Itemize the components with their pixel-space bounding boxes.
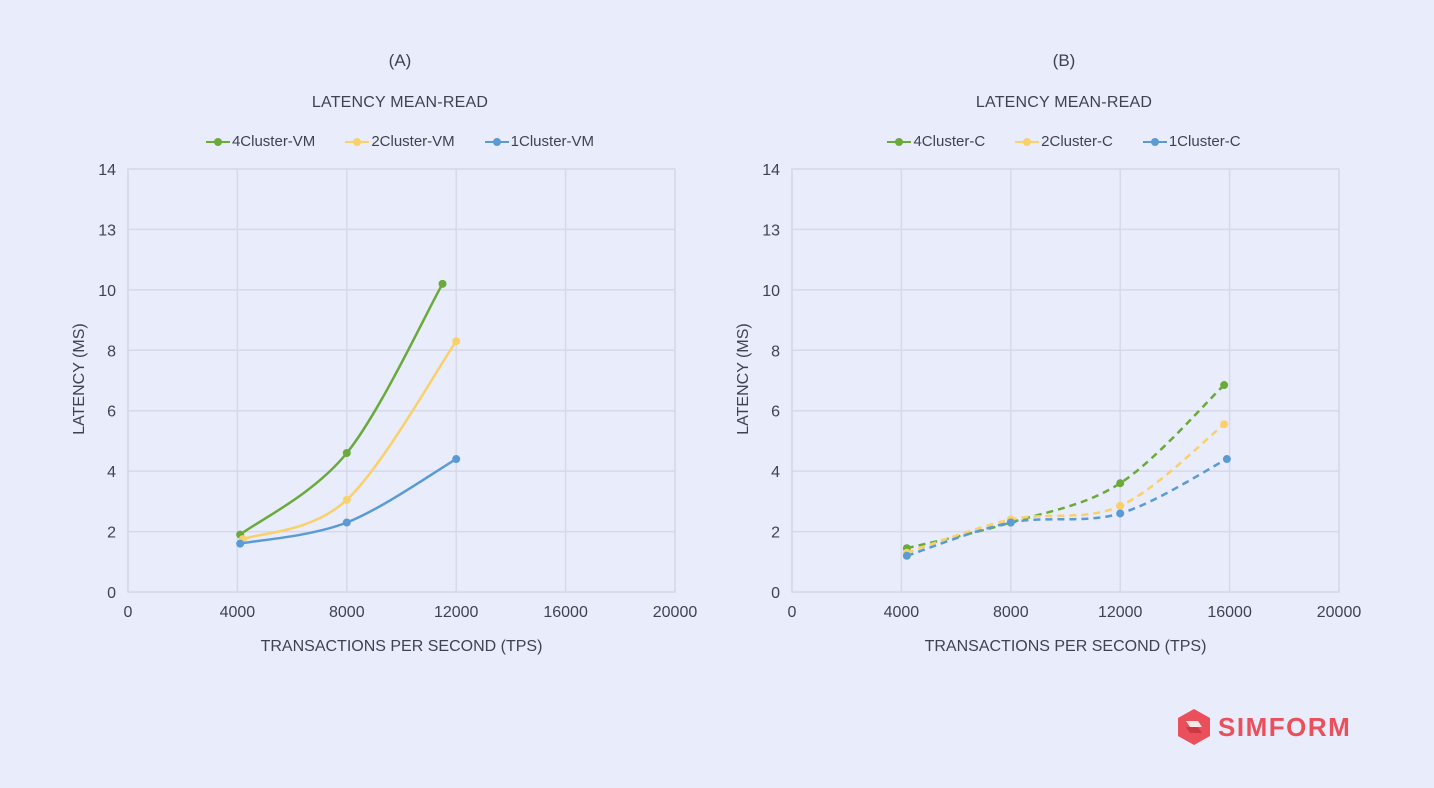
series-line [906,423,1225,554]
x-tick-label: 20000 [653,604,698,621]
data-point [236,539,245,548]
data-point [1116,501,1125,510]
data-point [1116,509,1125,518]
x-tick-label: 0 [788,604,797,621]
panel-label: (A) [388,51,412,70]
legend-swatch [205,136,230,148]
x-tick-label: 12000 [1098,604,1143,621]
legend-swatch [1015,136,1040,148]
data-point [342,495,351,504]
chart-title: LATENCY MEAN-READ [311,94,489,111]
x-tick-label: 4000 [220,604,256,621]
data-point [452,337,461,346]
y-tick-label: 0 [107,585,116,602]
chart-panel-b: (B) LATENCY MEAN-READ 4Cluster-C 2Cluster-C… [664,0,1364,700]
y-tick-label: 13 [98,222,116,239]
x-tick-label: 4000 [884,604,920,621]
data-point [902,551,911,560]
x-tick-label: 12000 [434,604,479,621]
data-point [452,455,461,464]
legend-label: 2Cluster-C [1041,133,1113,150]
legend-label: 1Cluster-VM [510,133,595,150]
y-tick-label: 6 [107,404,116,421]
y-tick-label: 14 [762,162,780,179]
y-tick-label: 13 [762,222,780,239]
legend-label: 4Cluster-C [913,133,986,150]
data-point [438,279,447,288]
data-point [1116,479,1125,488]
y-tick-label: 4 [107,464,116,481]
x-tick-label: 16000 [1207,604,1252,621]
legend-item: 1Cluster-C [1142,133,1241,150]
panel-label: (B) [1052,51,1076,70]
x-tick-label: 8000 [329,604,365,621]
y-tick-label: 2 [771,525,780,542]
legend-item: 4Cluster-C [887,133,985,150]
legend-swatch [345,136,370,148]
y-tick-label: 2 [107,525,116,542]
data-point [1222,455,1231,464]
legend-item: 4Cluster-VM [205,133,316,150]
series-line [242,340,458,541]
legend-label: 2Cluster-VM [371,133,455,150]
x-tick-label: 20000 [1317,604,1362,621]
data-point [1220,381,1229,390]
chart-legend: 4Cluster-C 2Cluster-C 1Cluster-C [664,133,1434,150]
y-tick-label: 6 [771,404,780,421]
legend-item: 2Cluster-VM [345,133,455,150]
legend-swatch [484,136,509,148]
y-tick-label: 10 [762,283,780,300]
series-line [906,457,1228,557]
y-tick-label: 10 [98,283,116,300]
legend-swatch [887,136,912,148]
x-tick-label: 0 [124,604,133,621]
y-tick-label: 8 [107,343,116,360]
data-point [1220,420,1229,429]
plot-frame [127,168,676,593]
simform-logo-icon [1178,709,1210,745]
legend-label: 4Cluster-VM [231,133,316,150]
y-axis-label: LATENCY (MS) [735,323,752,435]
x-tick-label: 16000 [543,604,588,621]
data-point [1006,518,1015,527]
y-tick-label: 14 [98,162,116,179]
x-axis-label: TRANSACTIONS PER SECOND (TPS) [924,638,1207,655]
chart-legend: 4Cluster-VM 2Cluster-VM 1Cluster-VM [0,133,800,150]
plot-area: 0 2 4 6 8 10 13 14 0 4000 8000 12000 16000 20000 [98,162,698,621]
legend-item: 1Cluster-VM [484,133,595,150]
chart-title: LATENCY MEAN-READ [975,94,1153,111]
legend-swatch [1142,136,1167,148]
brand-name: SIMFORM [1218,711,1352,742]
x-axis-label: TRANSACTIONS PER SECOND (TPS) [260,638,543,655]
y-tick-label: 0 [771,585,780,602]
y-axis-label: LATENCY (MS) [71,323,88,435]
chart-panel-a: (A) LATENCY MEAN-READ 4Cluster-VM 2Cluster-… [0,0,700,700]
data-point [342,449,351,458]
y-tick-label: 4 [771,464,780,481]
y-tick-label: 8 [771,343,780,360]
brand-logo: SIMFORM [1176,708,1351,746]
plot-area: 0 2 4 6 8 10 13 14 0 4000 8000 12000 16000 20000 [762,162,1362,621]
legend-label: 1Cluster-C [1168,133,1241,150]
data-point [342,518,351,527]
legend-item: 2Cluster-C [1015,133,1113,150]
x-tick-label: 8000 [993,604,1029,621]
plot-frame [791,168,1340,593]
